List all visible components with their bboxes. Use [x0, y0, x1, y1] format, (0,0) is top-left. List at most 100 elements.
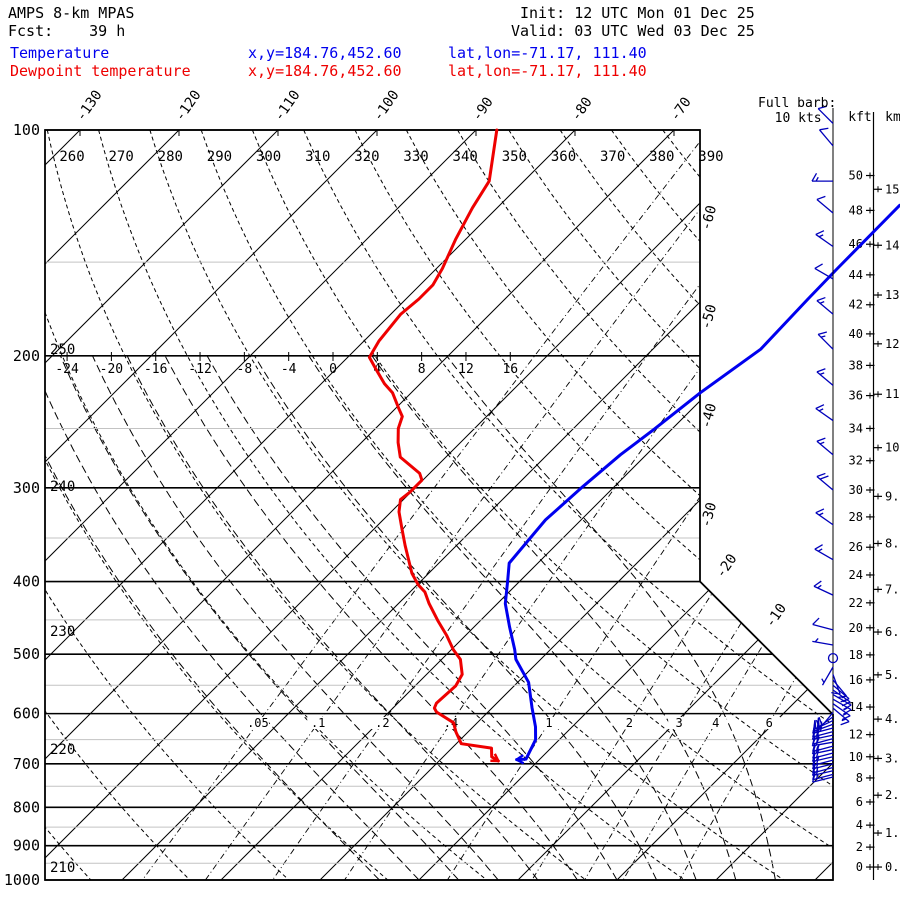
svg-text:-20: -20	[100, 362, 123, 377]
svg-text:200: 200	[13, 347, 40, 365]
legend-dewpoint-label: Dewpoint temperature	[10, 62, 191, 80]
svg-text:-4: -4	[281, 362, 297, 377]
valid-value: 03 UTC Wed 03 Dec 25	[574, 22, 755, 40]
svg-text:0: 0	[329, 362, 337, 377]
svg-text:-90: -90	[469, 94, 497, 124]
svg-text:-10: -10	[762, 601, 790, 631]
svg-text:-40: -40	[698, 402, 720, 431]
svg-text:600: 600	[13, 705, 40, 723]
svg-text:4.: 4.	[885, 712, 899, 726]
barb-legend-line1: Full barb:	[758, 96, 837, 111]
svg-text:230: 230	[50, 624, 75, 640]
svg-text:-70: -70	[667, 94, 695, 124]
svg-text:-100: -100	[370, 87, 402, 124]
svg-text:11.: 11.	[885, 387, 900, 401]
forecast-value: 39 h	[89, 22, 126, 40]
svg-text:4: 4	[712, 716, 719, 730]
svg-text:8: 8	[418, 362, 426, 377]
svg-text:260: 260	[59, 149, 84, 165]
svg-text:300: 300	[256, 149, 281, 165]
svg-text:-80: -80	[568, 94, 596, 124]
svg-text:380: 380	[649, 149, 674, 165]
svg-text:1000: 1000	[4, 871, 40, 889]
svg-text:280: 280	[158, 149, 183, 165]
svg-text:3: 3	[676, 716, 683, 730]
svg-text:36: 36	[849, 389, 863, 403]
svg-text:40: 40	[849, 327, 863, 341]
init-label: Init:	[520, 4, 566, 22]
svg-text:50: 50	[849, 169, 863, 183]
svg-text:18: 18	[849, 648, 863, 662]
svg-text:48: 48	[849, 203, 863, 217]
svg-text:-8: -8	[237, 362, 253, 377]
svg-text:4: 4	[856, 818, 863, 832]
svg-text:12: 12	[458, 362, 474, 377]
svg-text:8: 8	[856, 771, 863, 785]
init-time: Init: 12 UTC Mon 01 Dec 25	[520, 4, 755, 22]
svg-text:-120: -120	[172, 87, 204, 124]
svg-text:-24: -24	[55, 362, 79, 377]
barb-legend: Full barb: 10 kts	[758, 96, 836, 126]
svg-text:7.: 7.	[885, 582, 899, 596]
legend-temperature-label: Temperature	[10, 44, 110, 62]
svg-text:6: 6	[766, 716, 773, 730]
svg-text:370: 370	[600, 149, 625, 165]
svg-text:1: 1	[545, 716, 552, 730]
svg-text:22: 22	[849, 596, 863, 610]
svg-text:9.: 9.	[885, 489, 899, 503]
svg-text:14.: 14.	[885, 238, 900, 252]
svg-text:800: 800	[13, 798, 40, 816]
svg-text:2.: 2.	[885, 788, 899, 802]
svg-text:-60: -60	[698, 204, 720, 233]
svg-text:350: 350	[502, 149, 527, 165]
legend-temperature-latlon: lat,lon=-71.17, 111.40	[448, 44, 647, 62]
svg-text:330: 330	[403, 149, 428, 165]
init-value: 12 UTC Mon 01 Dec 25	[574, 4, 755, 22]
svg-text:210: 210	[50, 860, 75, 876]
svg-text:360: 360	[551, 149, 576, 165]
svg-text:.2: .2	[375, 716, 389, 730]
svg-text:290: 290	[207, 149, 232, 165]
svg-text:340: 340	[453, 149, 478, 165]
svg-text:kft: kft	[848, 110, 871, 125]
svg-text:-16: -16	[144, 362, 167, 377]
forecast-hour: Fcst: 39 h	[8, 22, 125, 40]
svg-text:32: 32	[849, 454, 863, 468]
svg-text:2: 2	[626, 716, 633, 730]
valid-label: Valid:	[511, 22, 566, 40]
svg-text:.05: .05	[247, 716, 269, 730]
svg-text:2: 2	[856, 840, 863, 854]
model-title: AMPS 8-km MPAS	[8, 4, 135, 22]
svg-text:400: 400	[13, 573, 40, 591]
svg-text:250: 250	[50, 342, 75, 358]
svg-text:-130: -130	[73, 87, 105, 124]
svg-text:16: 16	[849, 673, 863, 687]
svg-text:20: 20	[849, 621, 863, 635]
svg-text:26: 26	[849, 540, 863, 554]
svg-text:-20: -20	[713, 551, 741, 581]
svg-text:16: 16	[502, 362, 518, 377]
svg-text:0: 0	[856, 860, 863, 874]
svg-text:15.: 15.	[885, 182, 900, 196]
svg-text:1.: 1.	[885, 826, 899, 840]
svg-text:3.: 3.	[885, 751, 899, 765]
svg-text:24: 24	[849, 568, 863, 582]
svg-text:100: 100	[13, 121, 40, 139]
svg-text:km: km	[885, 110, 900, 125]
svg-text:6.: 6.	[885, 625, 899, 639]
svg-text:300: 300	[13, 479, 40, 497]
svg-text:270: 270	[109, 149, 134, 165]
svg-text:5.: 5.	[885, 668, 899, 682]
svg-text:30: 30	[849, 483, 863, 497]
legend-dewpoint-xy: x,y=184.76,452.60	[248, 62, 402, 80]
legend-temperature-xy: x,y=184.76,452.60	[248, 44, 402, 62]
svg-text:0.: 0.	[885, 860, 899, 874]
svg-text:220: 220	[50, 742, 75, 758]
svg-text:-12: -12	[188, 362, 211, 377]
svg-text:500: 500	[13, 645, 40, 663]
svg-text:14: 14	[849, 700, 863, 714]
svg-text:240: 240	[50, 479, 75, 495]
barb-legend-line2: 10 kts	[774, 111, 822, 126]
